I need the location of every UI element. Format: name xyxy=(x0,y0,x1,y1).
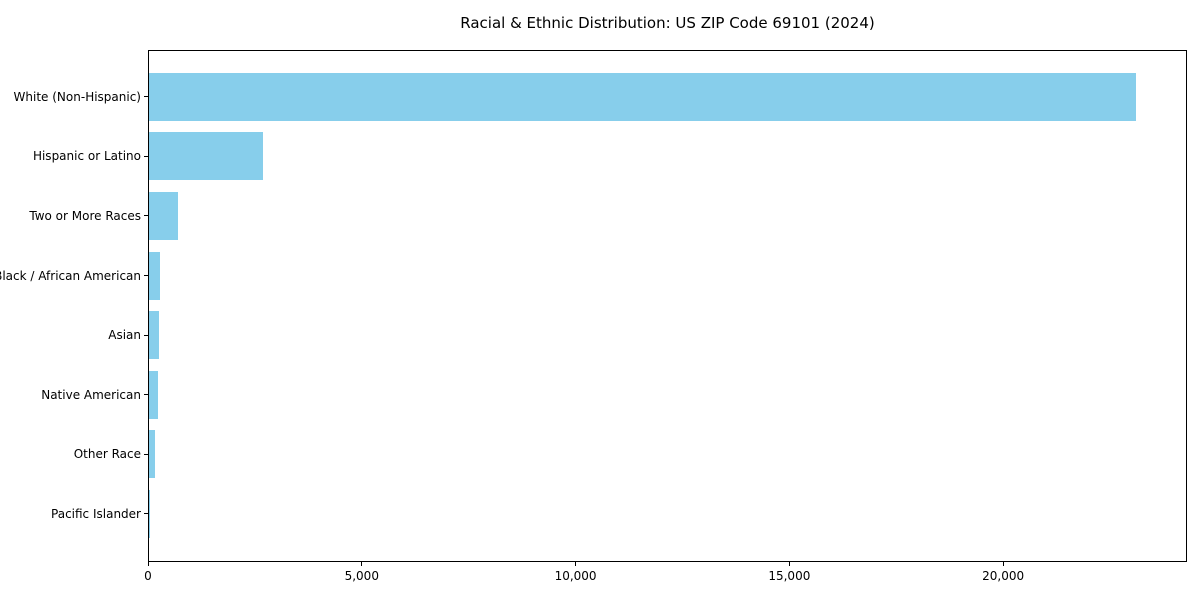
y-tick-mark xyxy=(144,394,148,396)
bar-native-american xyxy=(149,370,159,419)
y-label-row-white-non-hispanic: White (Non-Hispanic) xyxy=(0,67,148,127)
bar-row-other-race xyxy=(149,425,1186,485)
bar-other-race xyxy=(149,430,156,479)
y-tick-mark xyxy=(144,513,148,515)
bar-row-hispanic-or-latino xyxy=(149,127,1186,187)
bar-row-two-or-more-races xyxy=(149,186,1186,246)
chart-title: Racial & Ethnic Distribution: US ZIP Cod… xyxy=(460,14,875,32)
x-tick-label: 20,000 xyxy=(982,569,1025,583)
bar-row-black-african-american xyxy=(149,246,1186,306)
y-tick-mark xyxy=(144,334,148,336)
y-label-row-black-african-american: Black / African American xyxy=(0,246,148,306)
bar-row-pacific-islander xyxy=(149,484,1186,544)
bar-black-african-american xyxy=(149,251,161,300)
y-label-row-pacific-islander: Pacific Islander xyxy=(0,484,148,544)
bar-asian xyxy=(149,311,160,360)
y-tick-mark xyxy=(144,453,148,455)
x-tick-mark xyxy=(361,562,363,566)
y-tick-mark xyxy=(144,96,148,98)
y-label-row-hispanic-or-latino: Hispanic or Latino xyxy=(0,127,148,187)
category-label-asian: Asian xyxy=(108,328,141,343)
category-label-native-american: Native American xyxy=(41,387,141,402)
bar-rows xyxy=(149,51,1186,561)
x-tick-mark xyxy=(788,562,790,566)
category-label-white-non-hispanic: White (Non-Hispanic) xyxy=(13,89,141,104)
category-label-other-race: Other Race xyxy=(73,447,141,462)
y-label-row-two-or-more-races: Two or More Races xyxy=(0,186,148,246)
y-tick-mark xyxy=(144,275,148,277)
y-label-row-other-race: Other Race xyxy=(0,425,148,485)
plot-area xyxy=(148,50,1187,562)
bar-row-white-non-hispanic xyxy=(149,67,1186,127)
y-label-row-asian: Asian xyxy=(0,305,148,365)
bar-hispanic-or-latino xyxy=(149,132,263,181)
y-tick-mark xyxy=(144,215,148,217)
bar-row-native-american xyxy=(149,365,1186,425)
category-label-two-or-more-races: Two or More Races xyxy=(29,208,141,223)
x-tick-mark xyxy=(1002,562,1004,566)
x-tick-label: 0 xyxy=(144,569,152,583)
bar-white-non-hispanic xyxy=(149,72,1137,121)
bar-two-or-more-races xyxy=(149,191,179,240)
category-label-pacific-islander: Pacific Islander xyxy=(51,506,141,521)
x-axis: 0 5,000 10,000 15,000 20,000 xyxy=(144,562,1187,596)
x-tick-label: 15,000 xyxy=(768,569,811,583)
bar-row-asian xyxy=(149,305,1186,365)
x-tick-mark xyxy=(575,562,577,566)
y-axis-labels: White (Non-Hispanic) Hispanic or Latino Tw… xyxy=(0,50,148,562)
category-label-hispanic-or-latino: Hispanic or Latino xyxy=(32,149,141,164)
x-tick-label: 10,000 xyxy=(554,569,597,583)
y-label-row-native-american: Native American xyxy=(0,365,148,425)
x-tick-label: 5,000 xyxy=(344,569,379,583)
y-tick-mark xyxy=(144,155,148,157)
category-label-black-african-american: Black / African American xyxy=(0,268,141,283)
x-tick-mark xyxy=(147,562,149,566)
